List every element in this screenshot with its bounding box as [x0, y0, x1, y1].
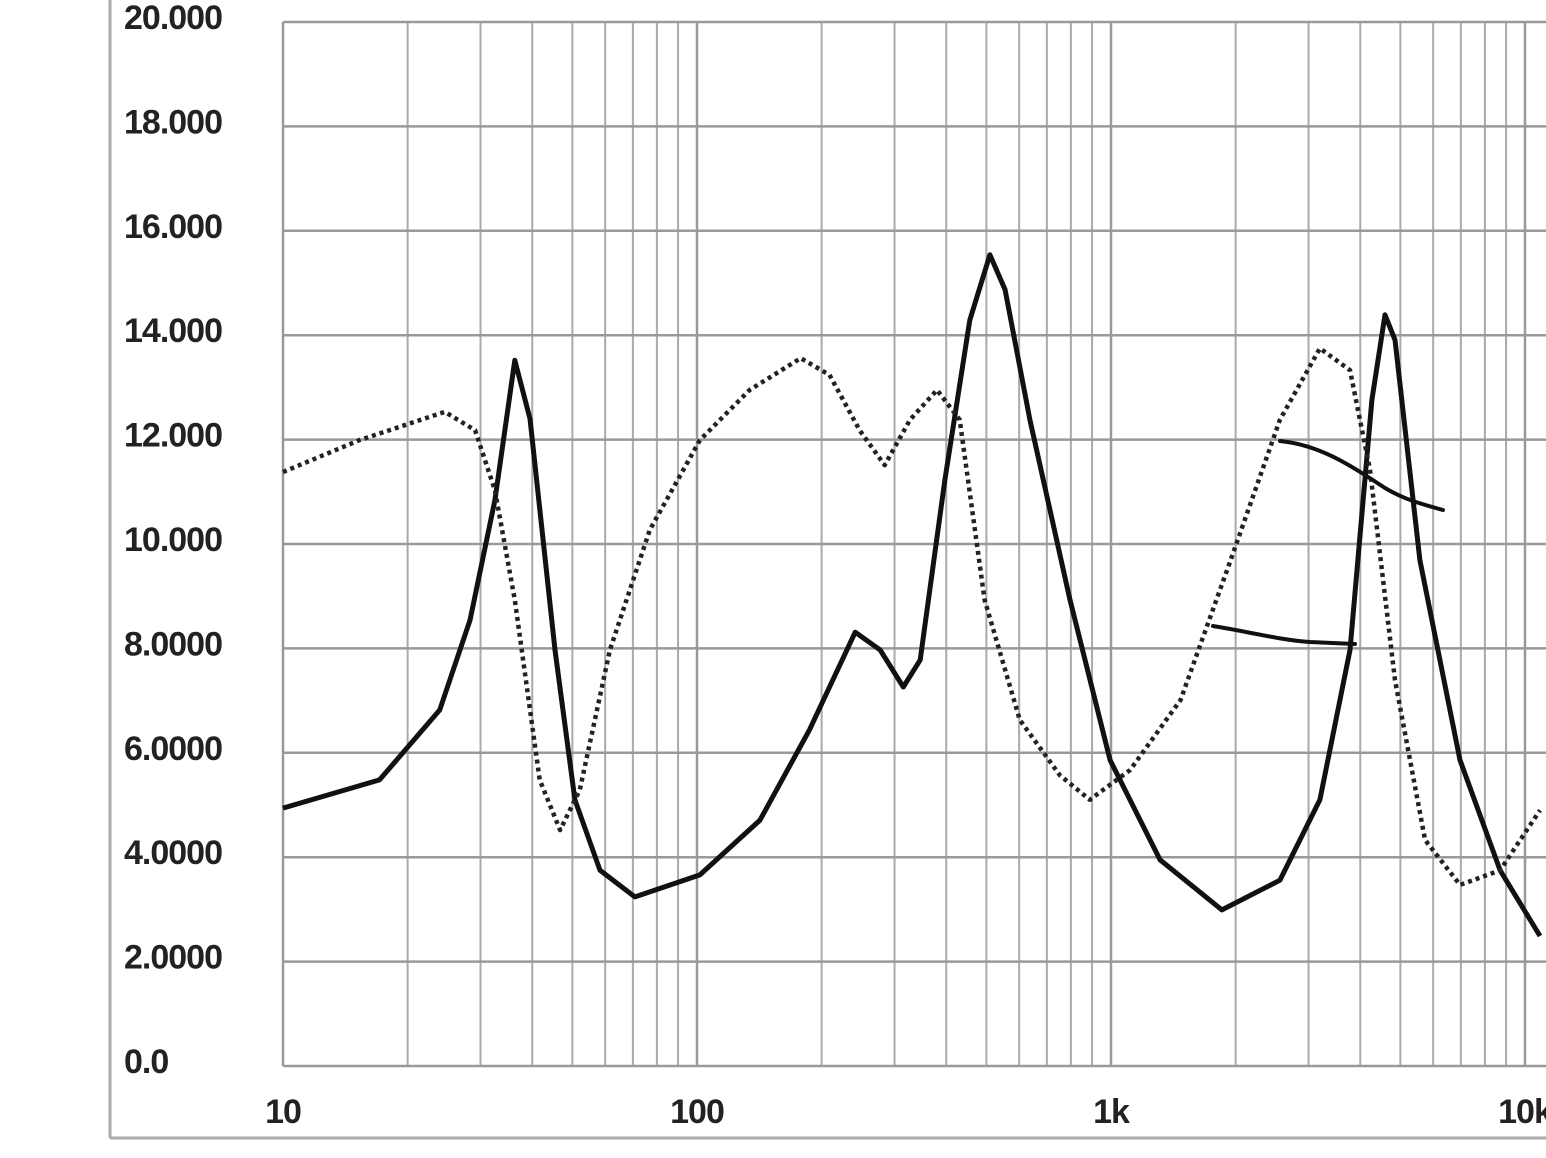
line-series [282, 252, 1543, 938]
y-tick-label: 14.000 [124, 312, 222, 350]
x-tick-label: 100 [670, 1093, 724, 1131]
y-tick-label: 12.000 [124, 417, 222, 455]
y-tick-label: 8.0000 [124, 625, 222, 663]
x-tick-label: 10k [1498, 1093, 1546, 1131]
y-tick-label: 0.0 [124, 1043, 168, 1081]
annotation-stroke [1211, 624, 1357, 646]
y-tick-label: 20.000 [124, 0, 222, 37]
y-tick-label: 4.0000 [124, 834, 222, 872]
y-tick-label: 2.0000 [124, 939, 222, 977]
x-tick-label: 1k [1093, 1093, 1130, 1131]
y-tick-label: 18.000 [124, 103, 222, 141]
grid [281, 20, 1546, 1068]
plot [282, 252, 1543, 938]
annotation-stroke [1278, 439, 1445, 512]
y-tick-label: 10.000 [124, 521, 222, 559]
y-tick-label: 16.000 [124, 208, 222, 246]
line-series [282, 346, 1542, 888]
y-tick-label: 6.0000 [124, 730, 222, 768]
x-tick-label: 10 [265, 1093, 301, 1131]
